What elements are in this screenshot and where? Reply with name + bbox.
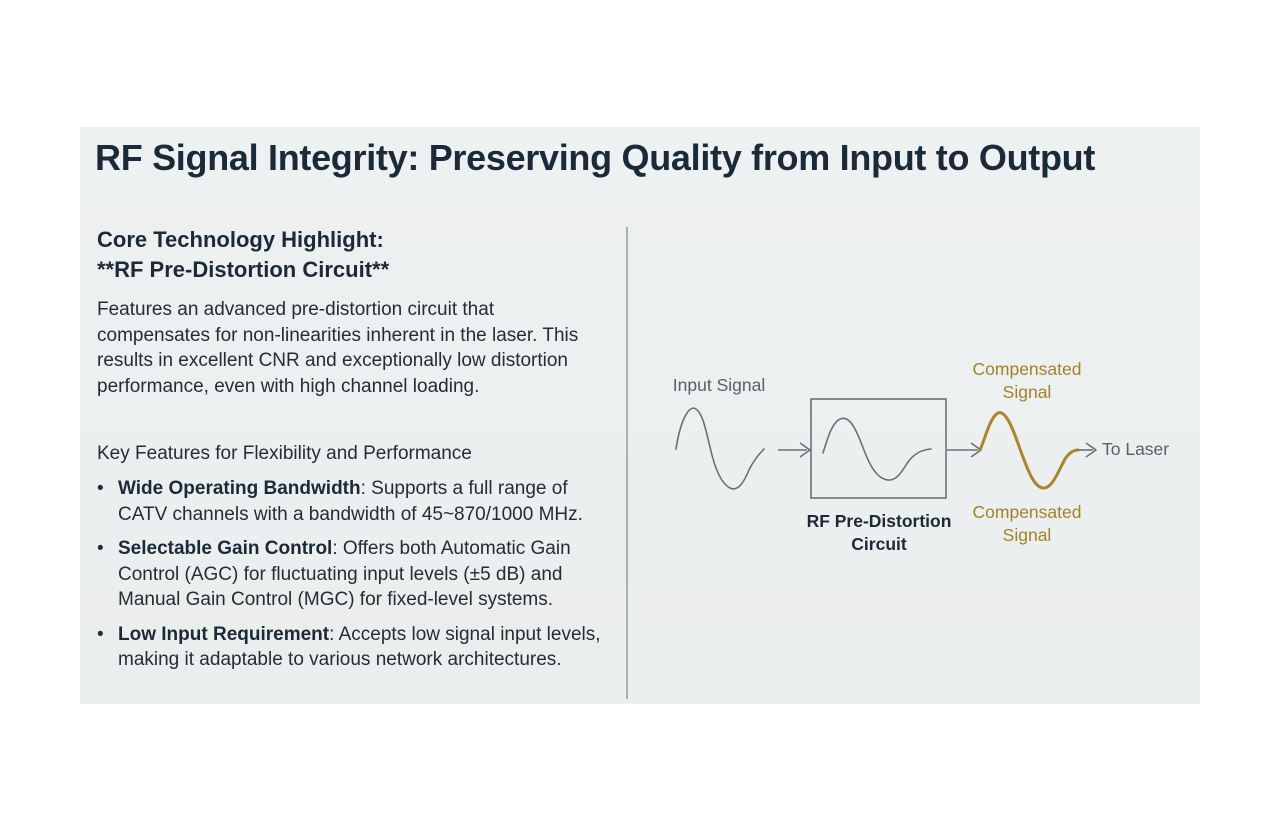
arrow-to-laser-head (1085, 442, 1097, 458)
input-signal-label: Input Signal (673, 375, 765, 395)
arrow-to-circuit-head (799, 442, 811, 458)
highlight-line-2: **RF Pre-Distortion Circuit** (97, 257, 390, 282)
circuit-label-line-1: RF Pre-Distortion (807, 511, 952, 531)
feature-name: Low Input Requirement (118, 623, 330, 645)
compensated-bottom-line-1: Compensated (973, 502, 1082, 522)
intro-paragraph: Features an advanced pre-distortion circ… (97, 299, 579, 397)
compensated-bottom-line-2: Signal (1003, 525, 1052, 545)
compensated-top-line-1: Compensated (973, 359, 1082, 379)
compensated-top-line-2: Signal (1003, 382, 1052, 402)
feature-text: : Supports a full range of CATV channels… (118, 478, 583, 525)
slide: RF Signal Integrity: Preserving Quality … (80, 127, 1200, 704)
column-divider (626, 227, 628, 699)
to-laser-label: To Laser (1102, 439, 1169, 459)
signal-flow-diagram: Input Signal RF Pre-Distortion Circuit C… (673, 359, 1170, 554)
left-panel: Core Technology Highlight: **RF Pre-Dist… (97, 225, 607, 682)
feature-item-gain-control: • Selectable Gain Control: Offers both A… (97, 536, 607, 613)
features-heading: Key Features for Flexibility and Perform… (97, 443, 472, 464)
bullet-icon: • (97, 538, 104, 559)
feature-name: Selectable Gain Control (118, 538, 333, 559)
bullet-icon: • (97, 623, 104, 645)
feature-text: : Accepts low signal input levels, makin… (118, 623, 601, 671)
circuit-box (810, 398, 947, 499)
page-title: RF Signal Integrity: Preserving Quality … (95, 137, 1096, 178)
feature-item-bandwidth: • Wide Operating Bandwidth: Supports a f… (97, 476, 607, 527)
feature-name: Wide Operating Bandwidth (118, 478, 361, 499)
circuit-label-line-2: Circuit (851, 534, 907, 554)
circuit-waveform (822, 417, 932, 481)
feature-text: : Offers both Automatic Gain Control (AG… (118, 538, 571, 610)
input-waveform (675, 407, 765, 490)
highlight-heading: Core Technology Highlight: **RF Pre-Dist… (97, 225, 607, 285)
compensated-waveform (978, 411, 1080, 490)
feature-item-low-input: • Low Input Requirement: Accepts low sig… (97, 622, 607, 673)
highlight-line-1: Core Technology Highlight: (97, 227, 384, 252)
feature-list: • Wide Operating Bandwidth: Supports a f… (97, 476, 607, 673)
bullet-icon: • (97, 478, 104, 499)
